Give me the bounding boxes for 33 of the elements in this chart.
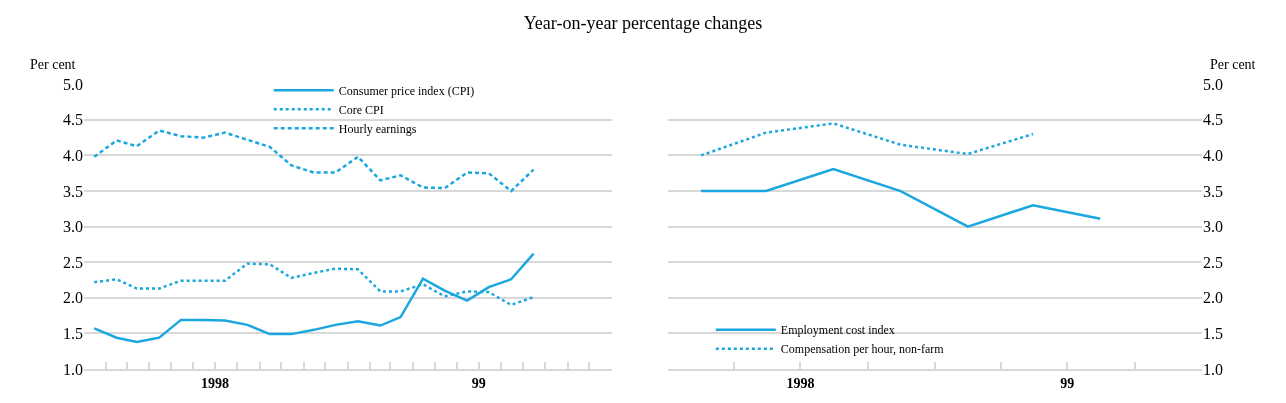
y-tick-label: 5.0 <box>63 75 84 93</box>
y-tick-label: 1.0 <box>1202 360 1223 378</box>
y-tick-label: 1.5 <box>1202 325 1223 343</box>
legend-label: Employment cost index <box>780 323 895 338</box>
y-tick-label: 3.5 <box>63 182 84 200</box>
x-tick-label: 1998 <box>200 375 229 391</box>
line-series <box>699 167 1102 228</box>
x-tick-label: 99 <box>1060 375 1075 391</box>
y-tick-label: 2.5 <box>63 253 84 271</box>
legend-label: Consumer price index (CPI) <box>338 83 475 98</box>
chart-title: Year-on-year percentage changes <box>523 12 763 33</box>
y-tick-label: 2.0 <box>63 289 84 307</box>
legend-label: Core CPI <box>338 102 384 117</box>
y-tick-label: 4.5 <box>63 111 84 129</box>
y-tick-label: 3.0 <box>63 218 84 236</box>
y-axis-title: Per cent <box>30 57 76 72</box>
y-tick-label: 4.5 <box>1202 111 1223 129</box>
y-tick-label: 3.5 <box>1202 182 1223 200</box>
x-tick-label: 1998 <box>786 375 815 391</box>
x-tick-label: 99 <box>471 375 486 391</box>
legend-label: Compensation per hour, non-farm <box>780 342 945 357</box>
y-axis-title: Per cent <box>1210 57 1256 72</box>
y-tick-label: 4.0 <box>63 147 84 165</box>
legend-label: Hourly earnings <box>338 121 417 136</box>
line-series <box>699 122 1035 157</box>
y-tick-label: 4.0 <box>1202 147 1223 165</box>
y-tick-label: 2.0 <box>1202 289 1223 307</box>
y-tick-label: 5.0 <box>1202 75 1223 93</box>
y-tick-label: 3.0 <box>1202 218 1223 236</box>
y-tick-label: 1.5 <box>63 325 84 343</box>
y-tick-label: 2.5 <box>1202 253 1223 271</box>
line-series <box>92 252 535 344</box>
y-tick-label: 1.0 <box>63 360 84 378</box>
